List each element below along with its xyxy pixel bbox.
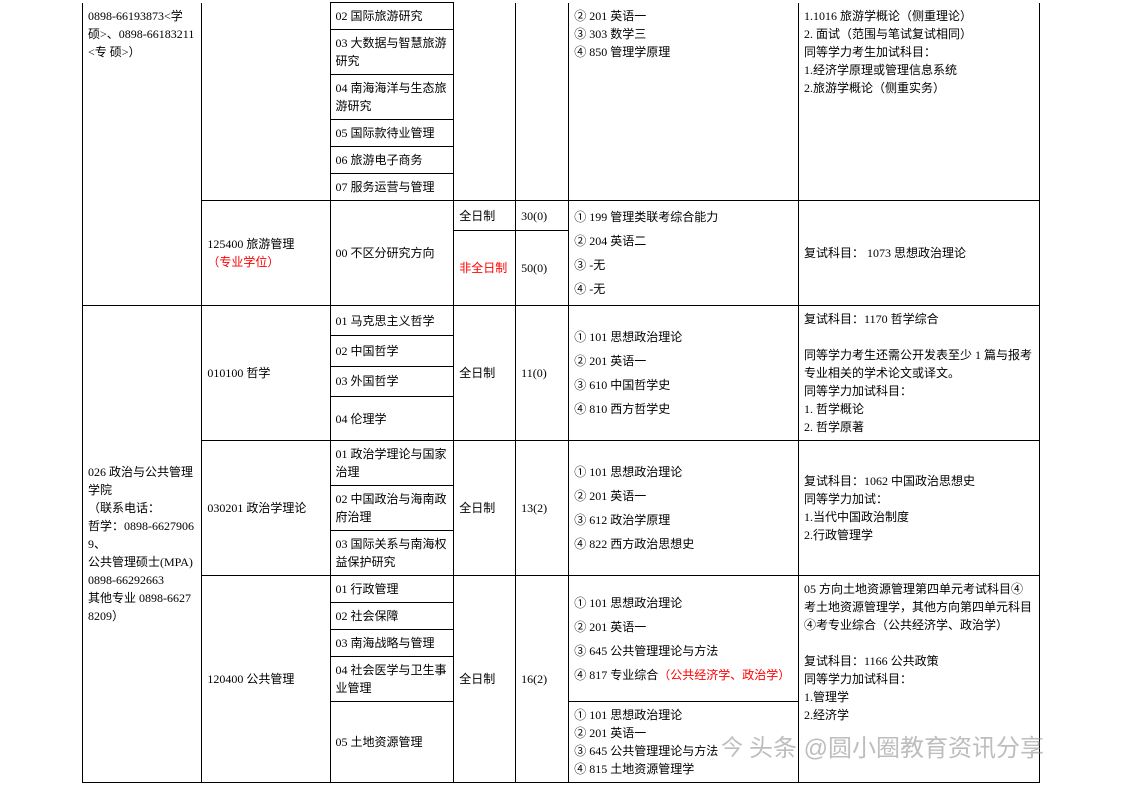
direction-cell: 02 中国哲学 [330, 336, 454, 366]
exam-cell: ① 199 管理类联考综合能力 ② 204 英语二 ③ -无 ④ -无 [569, 201, 799, 306]
dept-contact: 026 政治与公共管理学院 （联系电话： 哲学：0898-66279069、 公… [83, 306, 202, 783]
major-code: 125400 旅游管理 [207, 237, 294, 251]
direction-cell: 01 行政管理 [330, 576, 454, 603]
direction-cell: 01 马克思主义哲学 [330, 306, 454, 336]
exam-cell: ① 101 思想政治理论 ② 201 英语一 ③ 645 公共管理理论与方法 ④… [569, 576, 799, 702]
quota-cell: 30(0) [516, 201, 569, 231]
direction-cell: 02 国际旅游研究 [330, 3, 454, 30]
notes-cell: 复试科目： 1073 思想政治理论 [799, 201, 1040, 306]
quota-cell: 16(2) [516, 576, 569, 783]
mode-cell: 非全日制 [454, 231, 516, 306]
direction-cell: 04 伦理学 [330, 397, 454, 441]
direction-cell: 05 土地资源管理 [330, 702, 454, 783]
quota-cell [516, 3, 569, 201]
notes-cell: 1.1016 旅游学概论（侧重理论） 2. 面试（范围与笔试复试相同） 同等学力… [799, 3, 1040, 201]
direction-cell: 03 国际关系与南海权益保护研究 [330, 531, 454, 576]
major-cell: 030201 政治学理论 [202, 441, 330, 576]
quota-cell: 11(0) [516, 306, 569, 441]
major-cell: 120400 公共管理 [202, 576, 330, 783]
major-cell: 125400 旅游管理 （专业学位） [202, 201, 330, 306]
watermark: 今 头条 @圆小圈教育资讯分享 [721, 728, 1044, 763]
mode-cell [454, 3, 516, 201]
direction-cell: 07 服务运营与管理 [330, 174, 454, 201]
direction-cell: 03 南海战略与管理 [330, 630, 454, 657]
direction-cell: 04 南海海洋与生态旅游研究 [330, 75, 454, 120]
direction-cell: 00 不区分研究方向 [330, 201, 454, 306]
mode-cell: 全日制 [454, 441, 516, 576]
dept-contact: 0898-66193873<学 硕>、0898-66183211<专 硕>） [83, 3, 202, 306]
direction-cell: 05 国际款待业管理 [330, 120, 454, 147]
watermark-icon: 今 [721, 730, 743, 762]
quota-cell: 50(0) [516, 231, 569, 306]
mode-cell: 全日制 [454, 576, 516, 783]
major-cell: 010100 哲学 [202, 306, 330, 441]
exam-cell: ② 201 英语一 ③ 303 数学三 ④ 850 管理学原理 [569, 3, 799, 201]
quota-cell: 13(2) [516, 441, 569, 576]
direction-cell: 06 旅游电子商务 [330, 147, 454, 174]
notes-cell: 复试科目：1170 哲学综合 同等学力考生还需公开发表至少 1 篇与报考专业相关… [799, 306, 1040, 441]
direction-cell: 01 政治学理论与国家治理 [330, 441, 454, 486]
direction-cell: 03 外国哲学 [330, 366, 454, 396]
direction-cell: 04 社会医学与卫生事业管理 [330, 657, 454, 702]
exam-cell: ① 101 思想政治理论 ② 201 英语一 ③ 612 政治学原理 ④ 822… [569, 441, 799, 576]
major-type: （专业学位） [207, 255, 279, 269]
mode-cell: 全日制 [454, 201, 516, 231]
direction-cell: 02 中国政治与海南政府治理 [330, 486, 454, 531]
exam-red: （公共经济学、政治学） [658, 668, 790, 682]
mode-cell: 全日制 [454, 306, 516, 441]
admission-table: 0898-66193873<学 硕>、0898-66183211<专 硕>） 0… [82, 2, 1040, 783]
direction-cell: 02 社会保障 [330, 603, 454, 630]
exam-cell: ① 101 思想政治理论 ② 201 英语一 ③ 610 中国哲学史 ④ 810… [569, 306, 799, 441]
direction-cell: 03 大数据与智慧旅游研究 [330, 30, 454, 75]
watermark-text: 头条 @圆小圈教育资讯分享 [749, 728, 1044, 763]
notes-cell: 复试科目：1062 中国政治思想史 同等学力加试： 1.当代中国政治制度 2.行… [799, 441, 1040, 576]
major-cell [202, 3, 330, 201]
